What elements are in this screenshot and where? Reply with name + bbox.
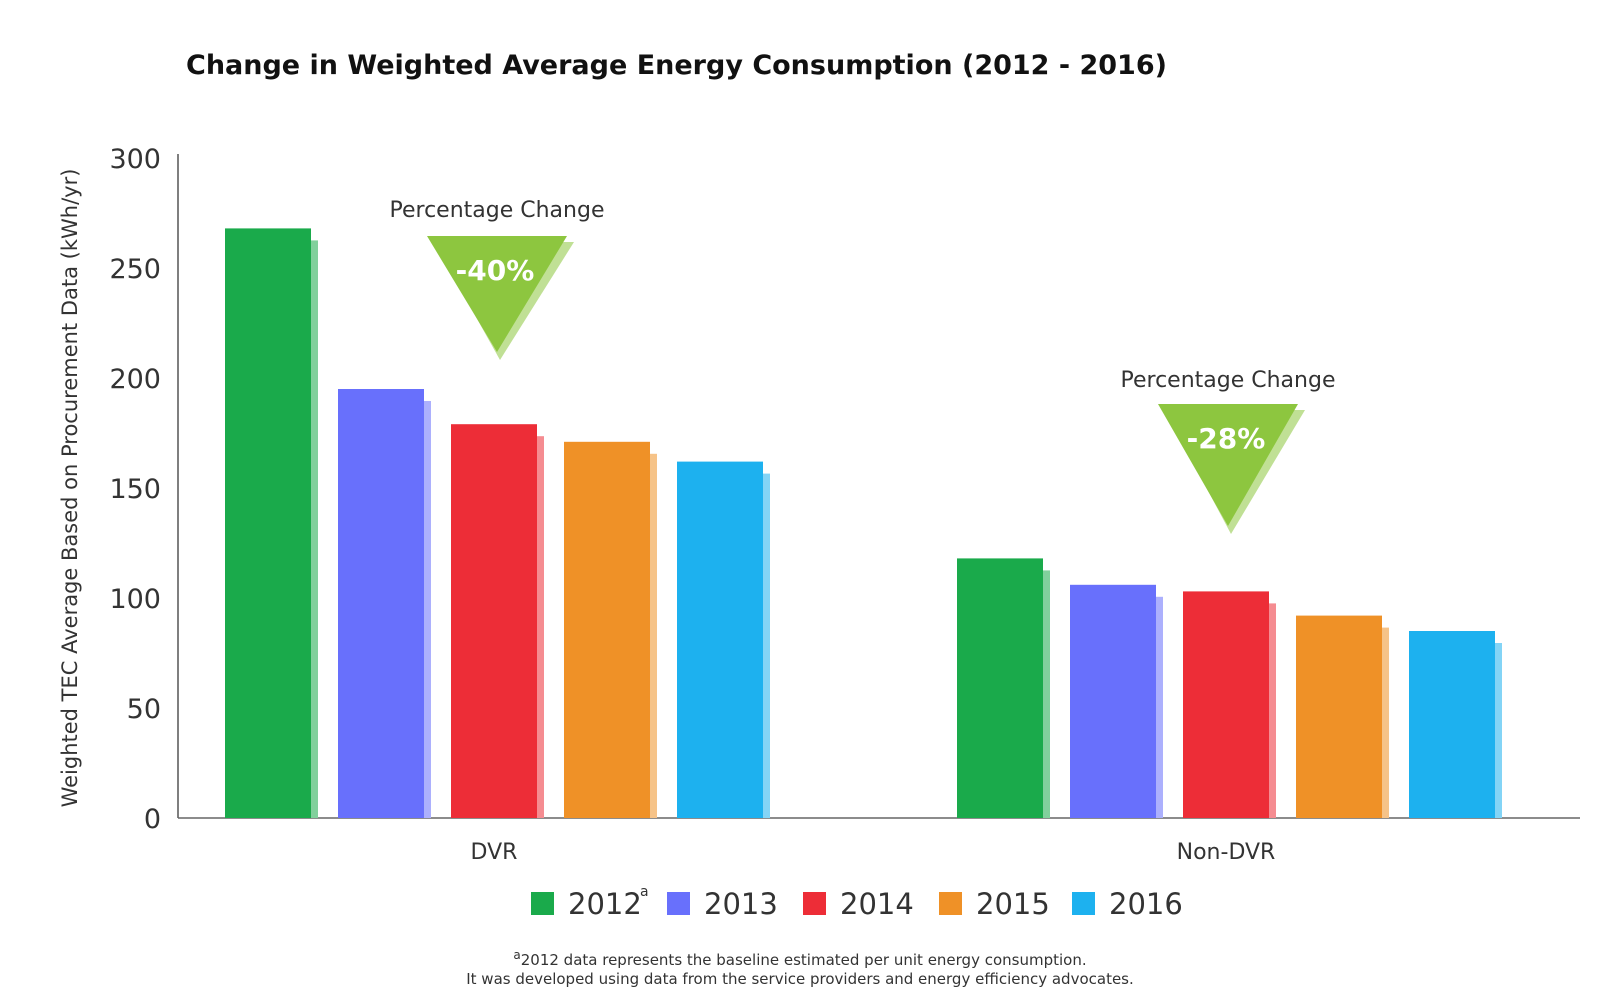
x-category-label: DVR: [471, 840, 518, 865]
y-tick-label: 100: [109, 584, 161, 615]
annotation-triangle: [1158, 404, 1298, 526]
legend-swatch-2014: [803, 892, 826, 915]
annotation-value: -40%: [456, 254, 535, 287]
footnote-marker: a: [513, 948, 521, 962]
legend-label-2012: 2012: [568, 887, 642, 921]
footnote-line-2: It was developed using data from the ser…: [466, 970, 1134, 988]
footnote-line-1: a2012 data represents the baseline estim…: [0, 948, 1600, 969]
bar-dvr-2016: [677, 461, 763, 818]
bar-dvr-2012: [225, 228, 311, 818]
x-category-label: Non-DVR: [1177, 840, 1276, 865]
legend-label-2014: 2014: [840, 887, 914, 921]
bar-non-dvr-2014: [1183, 591, 1269, 818]
bar-dvr-2015: [564, 441, 650, 818]
bar-dvr-2013: [338, 389, 424, 818]
footnote-text-1: 2012 data represents the baseline estima…: [520, 951, 1087, 969]
legend-superscript: a: [640, 884, 649, 900]
legend-label-2015: 2015: [976, 887, 1050, 921]
y-tick-label: 300: [109, 144, 161, 175]
y-axis-label: Weighted TEC Average Based on Procuremen…: [58, 169, 82, 808]
bar-non-dvr-2013: [1070, 584, 1156, 818]
annotation-label: Percentage Change: [390, 198, 605, 223]
legend-label-2016: 2016: [1109, 887, 1183, 921]
annotation-label: Percentage Change: [1121, 368, 1336, 393]
annotation-triangle: [427, 236, 567, 352]
bar-non-dvr-2015: [1296, 615, 1382, 818]
bar-non-dvr-2012: [957, 558, 1043, 818]
y-tick-label: 0: [144, 804, 161, 835]
y-tick-label: 50: [127, 694, 161, 725]
bar-dvr-2014: [451, 424, 537, 818]
legend-label-2013: 2013: [704, 887, 778, 921]
y-tick-label: 250: [109, 254, 161, 285]
y-tick-label: 200: [109, 364, 161, 395]
bar-non-dvr-2016: [1409, 631, 1495, 818]
chart-title: Change in Weighted Average Energy Consum…: [186, 50, 1167, 81]
legend-swatch-2012: [531, 892, 554, 915]
y-tick-label: 150: [109, 474, 161, 505]
annotation-value: -28%: [1187, 422, 1266, 455]
legend-swatch-2016: [1072, 892, 1095, 915]
legend-swatch-2015: [939, 892, 962, 915]
legend-swatch-2013: [667, 892, 690, 915]
